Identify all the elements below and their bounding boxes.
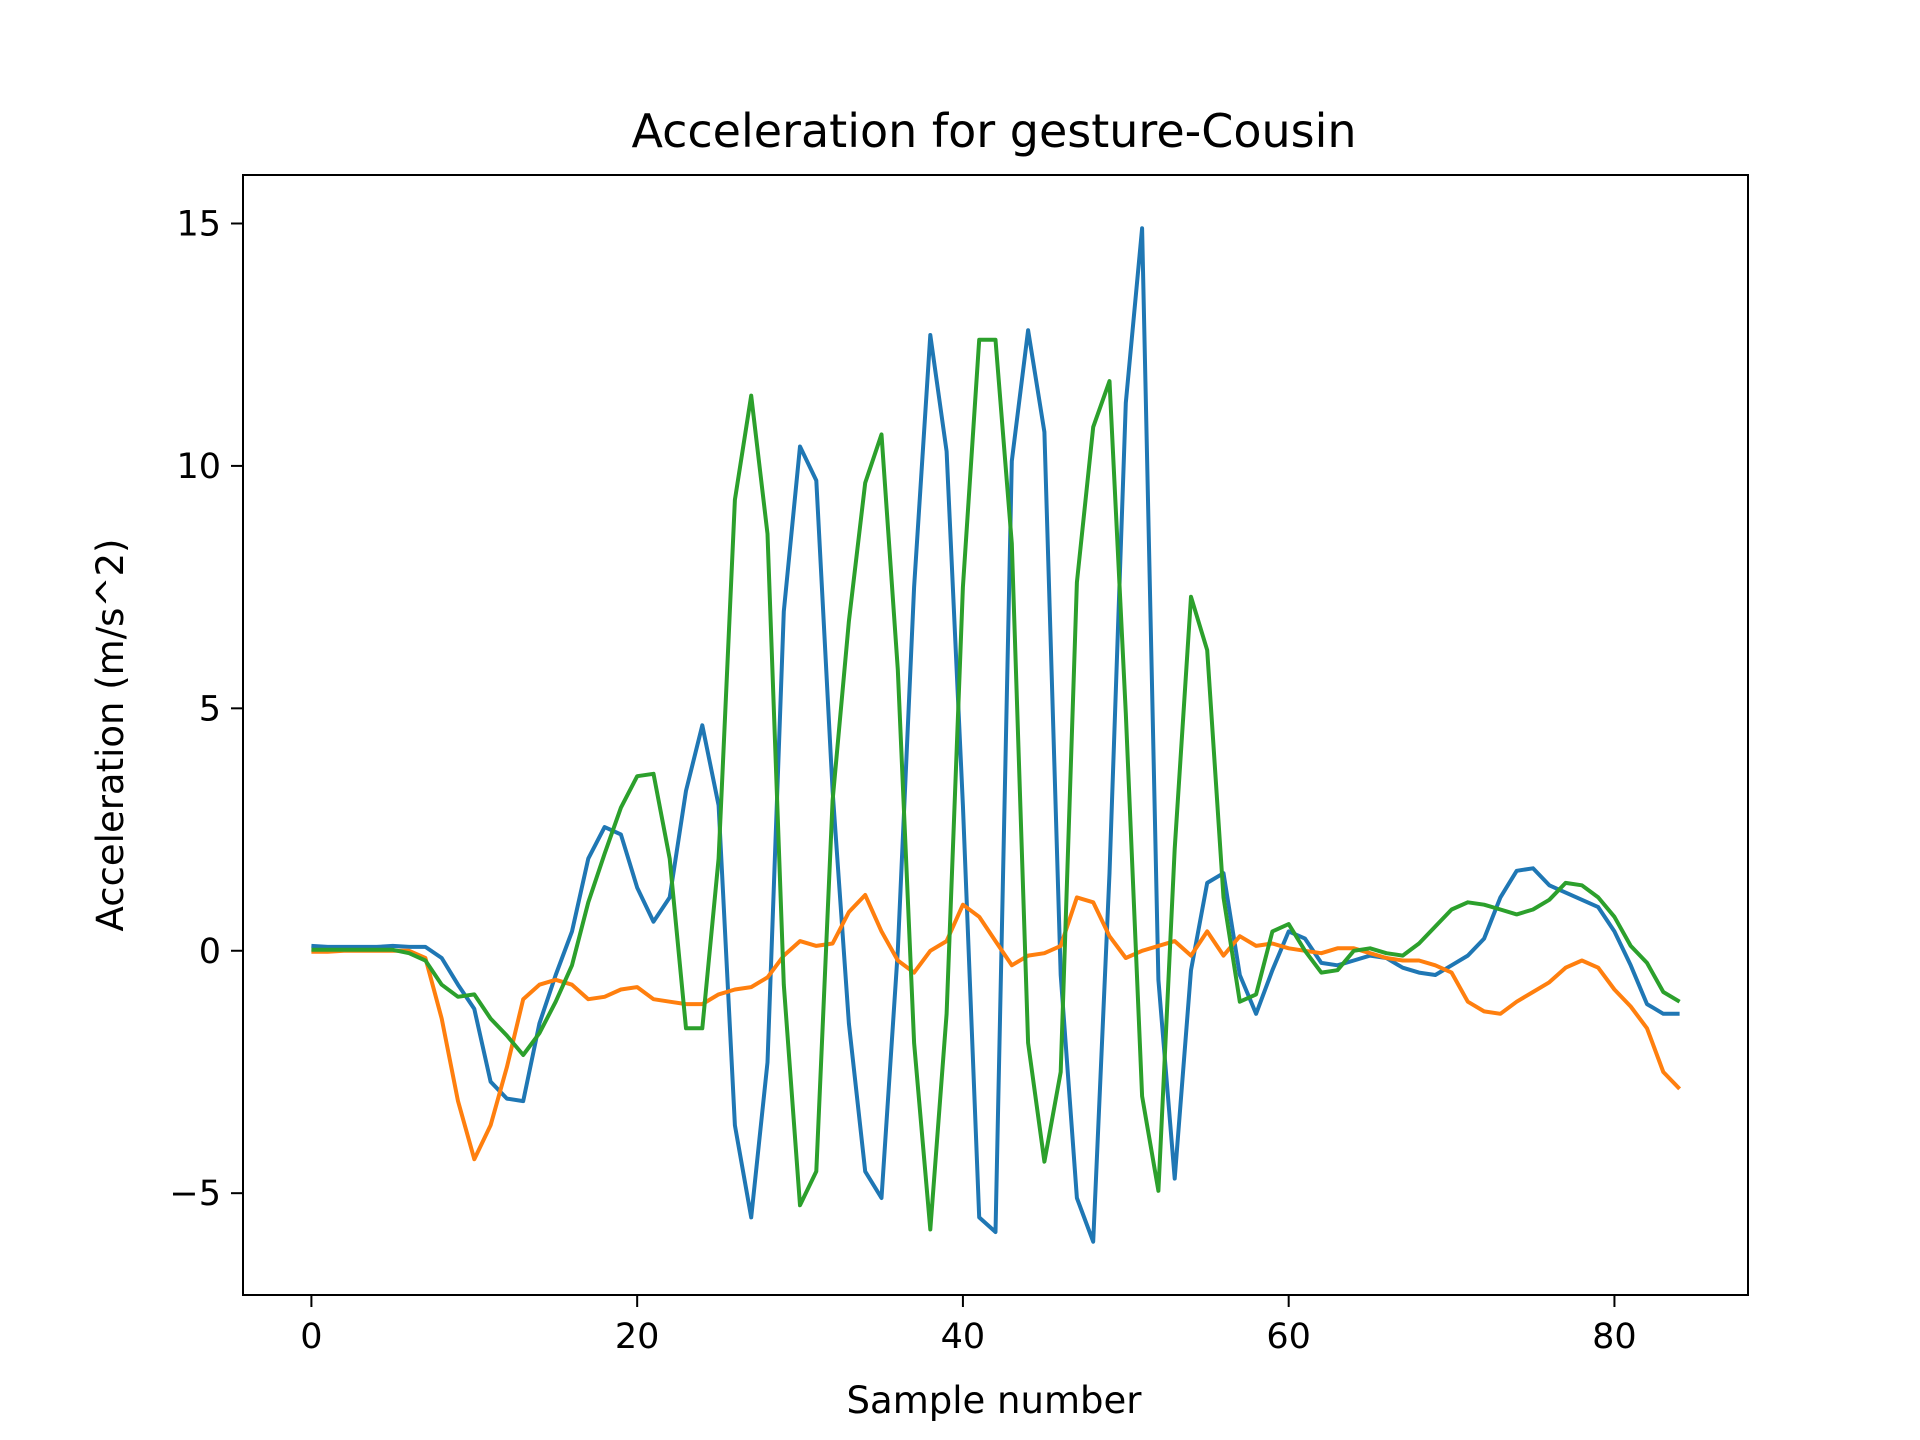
x-tick-label: 20 <box>615 1317 660 1357</box>
x-tick-label: 60 <box>1266 1317 1311 1357</box>
plot-frame <box>242 174 1749 1296</box>
chart-title: Acceleration for gesture-Cousin <box>631 104 1356 158</box>
y-tick-label: −5 <box>169 1174 221 1214</box>
y-tick-label: 15 <box>176 204 221 244</box>
y-tick-label: 0 <box>199 932 221 972</box>
y-tick-label: 5 <box>199 689 221 729</box>
x-tick-label: 80 <box>1592 1317 1637 1357</box>
x-axis-label: Sample number <box>847 1379 1143 1422</box>
series-line-3 <box>311 337 1681 1232</box>
series-line-2 <box>311 893 1682 1162</box>
y-axis-label: Acceleration (m/s^2) <box>89 539 132 932</box>
series-layer <box>311 226 1682 1244</box>
y-tick-label: 10 <box>176 447 221 487</box>
x-axis: 0 20 40 60 80 <box>300 1295 1637 1357</box>
series-line-1 <box>311 226 1680 1244</box>
x-tick-label: 40 <box>941 1317 986 1357</box>
y-axis: −5 0 5 10 15 <box>169 204 243 1214</box>
x-tick-label: 0 <box>300 1317 322 1357</box>
